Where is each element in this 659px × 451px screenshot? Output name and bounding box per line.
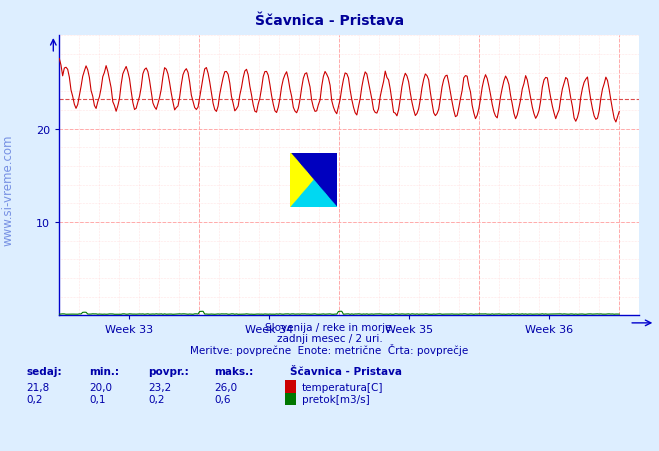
Text: 26,0: 26,0 xyxy=(214,382,237,392)
Text: 20,0: 20,0 xyxy=(89,382,112,392)
Text: Ščavnica - Pristava: Ščavnica - Pristava xyxy=(290,366,402,376)
Text: Slovenija / reke in morje.: Slovenija / reke in morje. xyxy=(264,322,395,332)
Text: 0,1: 0,1 xyxy=(89,394,105,404)
Text: zadnji mesec / 2 uri.: zadnji mesec / 2 uri. xyxy=(277,333,382,343)
Text: Ščavnica - Pristava: Ščavnica - Pristava xyxy=(255,14,404,28)
Text: 0,2: 0,2 xyxy=(26,394,43,404)
Text: pretok[m3/s]: pretok[m3/s] xyxy=(302,394,370,404)
Text: sedaj:: sedaj: xyxy=(26,366,62,376)
Text: 21,8: 21,8 xyxy=(26,382,49,392)
Text: 0,6: 0,6 xyxy=(214,394,231,404)
Text: 23,2: 23,2 xyxy=(148,382,171,392)
Text: 0,2: 0,2 xyxy=(148,394,165,404)
Text: min.:: min.: xyxy=(89,366,119,376)
Text: maks.:: maks.: xyxy=(214,366,254,376)
Text: povpr.:: povpr.: xyxy=(148,366,189,376)
Text: www.si-vreme.com: www.si-vreme.com xyxy=(1,134,14,245)
Text: Meritve: povprečne  Enote: metrične  Črta: povprečje: Meritve: povprečne Enote: metrične Črta:… xyxy=(190,343,469,355)
Text: temperatura[C]: temperatura[C] xyxy=(302,382,384,392)
